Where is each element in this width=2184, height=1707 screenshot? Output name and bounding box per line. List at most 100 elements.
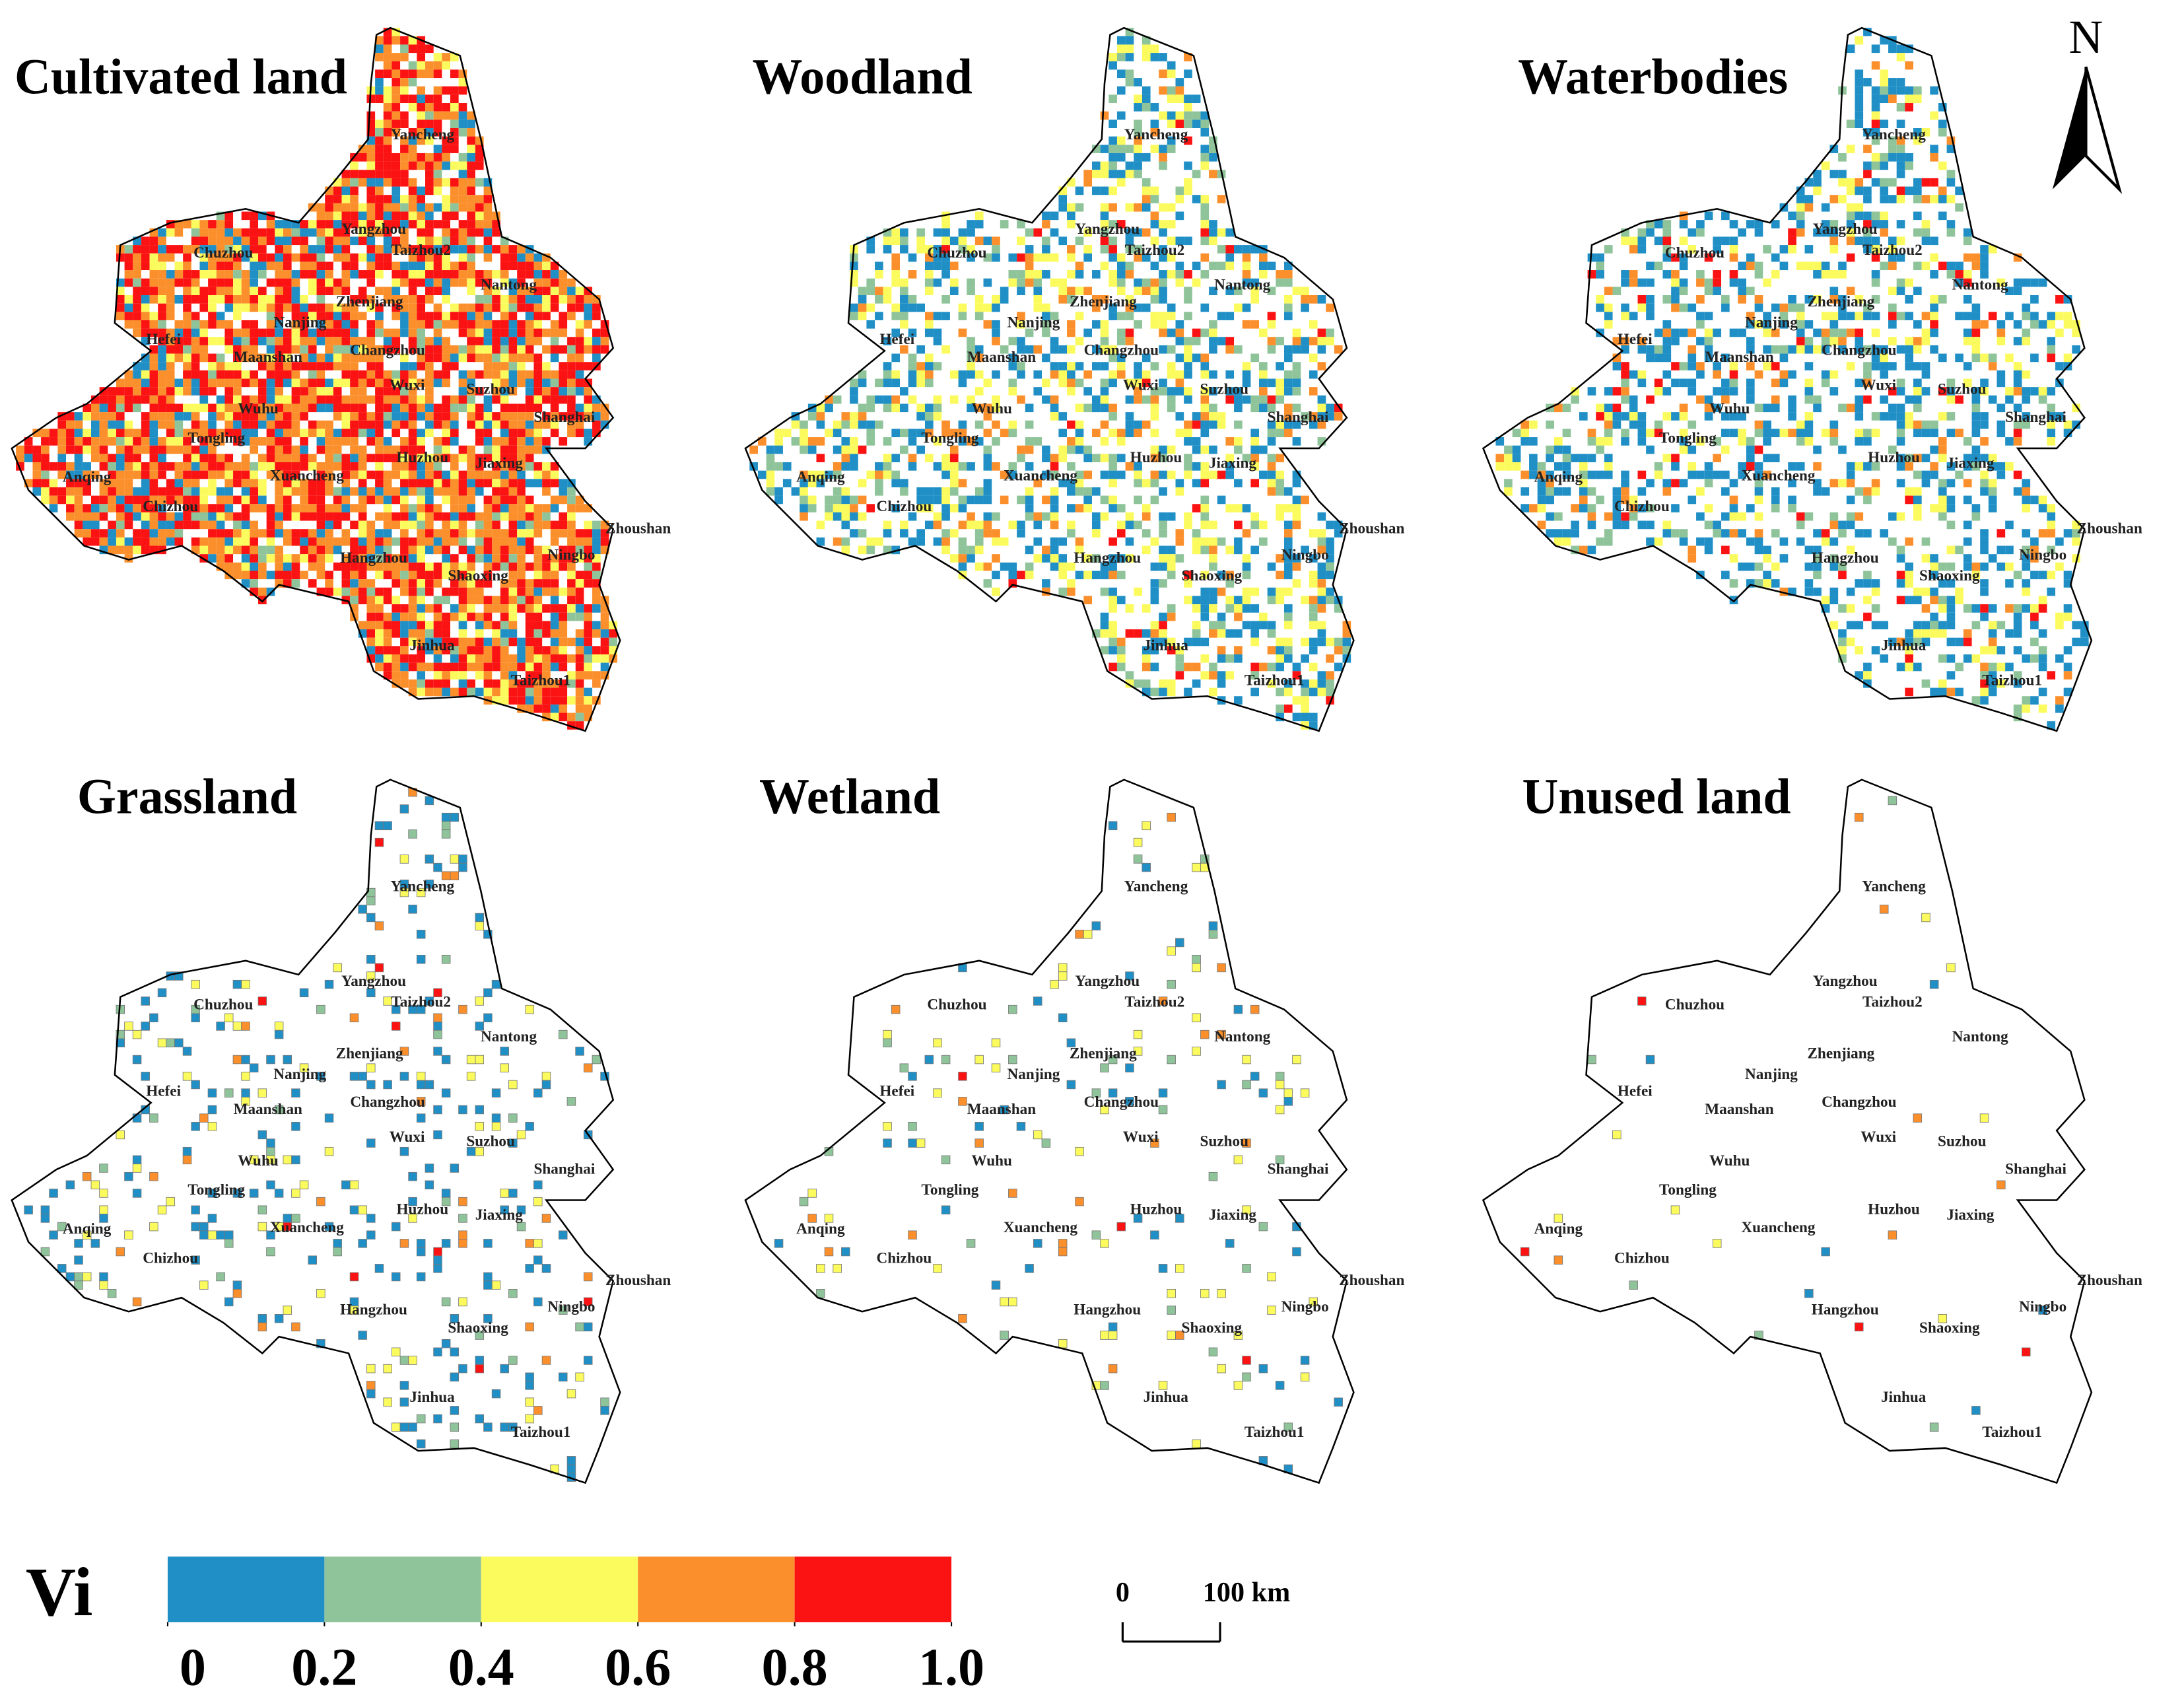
city-label: Anqing bbox=[63, 469, 112, 486]
raster-cell bbox=[392, 571, 401, 580]
raster-cell bbox=[208, 462, 217, 471]
raster-cell bbox=[1871, 362, 1880, 370]
raster-cell bbox=[442, 61, 450, 70]
raster-cell bbox=[1184, 687, 1192, 697]
raster-cell bbox=[1042, 579, 1050, 588]
raster-cell bbox=[916, 236, 925, 246]
raster-cell bbox=[141, 487, 150, 496]
raster-cell bbox=[609, 637, 618, 646]
raster-cell bbox=[400, 671, 409, 679]
raster-cell bbox=[108, 395, 116, 404]
raster-cell bbox=[908, 437, 917, 446]
raster-cell bbox=[1150, 236, 1159, 246]
raster-cell bbox=[1050, 512, 1059, 521]
raster-cell bbox=[442, 145, 450, 153]
raster-cell bbox=[57, 429, 67, 438]
raster-cell bbox=[166, 353, 175, 363]
raster-cell bbox=[1150, 320, 1159, 329]
raster-cell bbox=[425, 537, 434, 546]
raster-cell bbox=[1250, 287, 1260, 295]
raster-cell bbox=[408, 520, 417, 530]
raster-cell bbox=[1000, 429, 1009, 438]
raster-cell bbox=[1075, 470, 1084, 479]
raster-cell bbox=[1662, 337, 1672, 345]
raster-cell bbox=[1838, 312, 1847, 320]
raster-cell bbox=[1134, 370, 1142, 379]
raster-cell bbox=[1855, 337, 1864, 345]
raster-cell bbox=[1863, 345, 1872, 354]
raster-cell bbox=[1083, 495, 1092, 505]
raster-cell bbox=[1116, 637, 1126, 646]
raster-cell bbox=[291, 403, 300, 413]
raster-cell bbox=[1217, 537, 1226, 546]
raster-cell bbox=[224, 295, 234, 304]
raster-cell bbox=[366, 612, 376, 621]
raster-cell bbox=[275, 504, 283, 512]
raster-cell bbox=[1109, 462, 1117, 471]
raster-cell bbox=[1116, 470, 1126, 479]
raster-cell bbox=[392, 420, 401, 429]
raster-cell bbox=[433, 111, 442, 120]
raster-cell bbox=[567, 579, 576, 588]
raster-cell bbox=[850, 445, 858, 454]
raster-cell bbox=[400, 612, 409, 621]
raster-cell bbox=[1242, 303, 1251, 312]
raster-cell bbox=[1209, 228, 1217, 237]
raster-cell bbox=[224, 245, 234, 254]
raster-cell bbox=[542, 278, 551, 287]
raster-cell bbox=[1192, 195, 1201, 203]
raster-cell bbox=[1721, 303, 1730, 312]
raster-cell bbox=[1017, 270, 1025, 279]
raster-cell bbox=[1283, 554, 1293, 563]
raster-cell bbox=[316, 253, 325, 262]
raster-cell bbox=[199, 370, 209, 379]
raster-cell bbox=[375, 312, 384, 320]
raster-cell bbox=[1292, 370, 1301, 379]
raster-cell bbox=[383, 596, 392, 605]
raster-cell bbox=[233, 545, 242, 555]
raster-cell bbox=[158, 228, 166, 237]
raster-cell bbox=[417, 186, 426, 195]
raster-cell bbox=[1109, 604, 1117, 613]
raster-cell bbox=[1134, 245, 1142, 254]
raster-cell bbox=[158, 462, 166, 471]
raster-cell bbox=[1109, 245, 1117, 254]
raster-cell bbox=[1662, 236, 1672, 246]
raster-cell bbox=[1200, 253, 1210, 262]
raster-cell bbox=[224, 545, 234, 555]
raster-cell bbox=[383, 44, 392, 53]
raster-cell bbox=[350, 270, 358, 279]
raster-cell bbox=[325, 587, 333, 596]
raster-cell bbox=[2022, 370, 2031, 379]
city-label: Shanghai bbox=[533, 409, 595, 426]
raster-cell bbox=[1905, 86, 1914, 95]
raster-cell bbox=[1167, 470, 1176, 479]
raster-cell bbox=[1134, 320, 1142, 329]
raster-cell bbox=[458, 596, 467, 605]
raster-cell bbox=[133, 512, 141, 521]
raster-cell bbox=[375, 654, 384, 663]
raster-cell bbox=[2013, 320, 2022, 329]
raster-cell bbox=[1930, 145, 1938, 153]
raster-cell bbox=[1855, 395, 1864, 404]
raster-cell bbox=[967, 370, 975, 379]
raster-cell bbox=[41, 462, 50, 471]
raster-cell bbox=[291, 470, 300, 479]
raster-cell bbox=[124, 278, 133, 287]
raster-cell bbox=[1804, 261, 1814, 271]
raster-cell bbox=[559, 637, 568, 646]
raster-cell bbox=[308, 245, 317, 254]
raster-cell bbox=[291, 420, 300, 429]
raster-cell bbox=[1971, 337, 1981, 345]
raster-cell bbox=[208, 454, 217, 463]
raster-cell bbox=[250, 470, 259, 479]
raster-cell bbox=[517, 587, 526, 596]
raster-cell bbox=[1167, 303, 1176, 312]
raster-cell bbox=[1150, 429, 1159, 438]
raster-cell bbox=[133, 504, 141, 512]
raster-cell bbox=[508, 437, 518, 446]
raster-cell bbox=[1317, 579, 1326, 588]
raster-cell bbox=[1259, 370, 1268, 379]
raster-cell bbox=[875, 295, 883, 304]
raster-cell bbox=[559, 545, 568, 555]
